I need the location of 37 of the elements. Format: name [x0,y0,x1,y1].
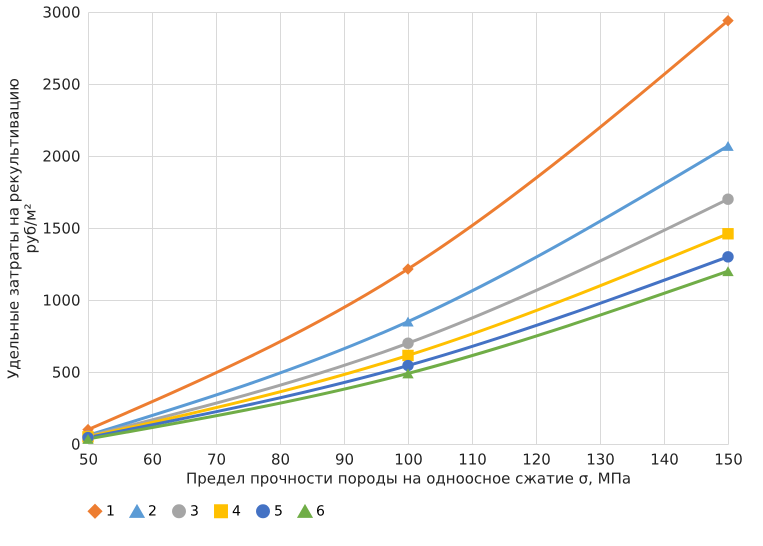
x-tick-label: 70 [206,450,226,468]
x-axis-title: Предел прочности породы на одноосное сжатие σ, МПа [186,470,632,488]
x-tick-label: 80 [270,450,290,468]
y-tick-label: 1500 [42,220,80,238]
point [722,14,734,26]
x-tick-label: 60 [142,450,162,468]
point [402,263,414,275]
legend-label: 1 [106,503,115,520]
x-tick-label: 140 [650,450,679,468]
point [722,194,734,205]
x-tick-label: 90 [334,450,354,468]
point [402,360,414,372]
x-tick-label: 110 [458,450,487,468]
y-tick-label: 2000 [42,148,80,166]
point [722,251,734,262]
x-tick-label: 150 [714,450,743,468]
y-tick-label: 1000 [42,292,80,310]
legend-label: 6 [316,504,325,520]
point [402,350,414,362]
point [722,266,734,276]
y-tick-label: 3000 [42,4,80,22]
point [402,368,414,378]
y-axis-title: Удельные затраты на рекультивацию руб/м² [4,78,40,379]
y-tick-label: 500 [52,364,80,382]
legend-label: 3 [190,503,199,520]
point [82,434,94,444]
legend-label: 5 [274,503,283,520]
y-tick-label: 0 [70,436,80,454]
y-tick-label: 2500 [42,76,80,94]
legend-label: 4 [232,503,241,520]
point [402,338,414,349]
x-tick-label: 100 [394,450,423,468]
x-tick-label: 50 [78,450,98,468]
x-tick-label: 120 [522,450,551,468]
x-tick-label: 130 [586,450,615,468]
point [722,228,734,240]
legend-label: 2 [148,504,157,520]
